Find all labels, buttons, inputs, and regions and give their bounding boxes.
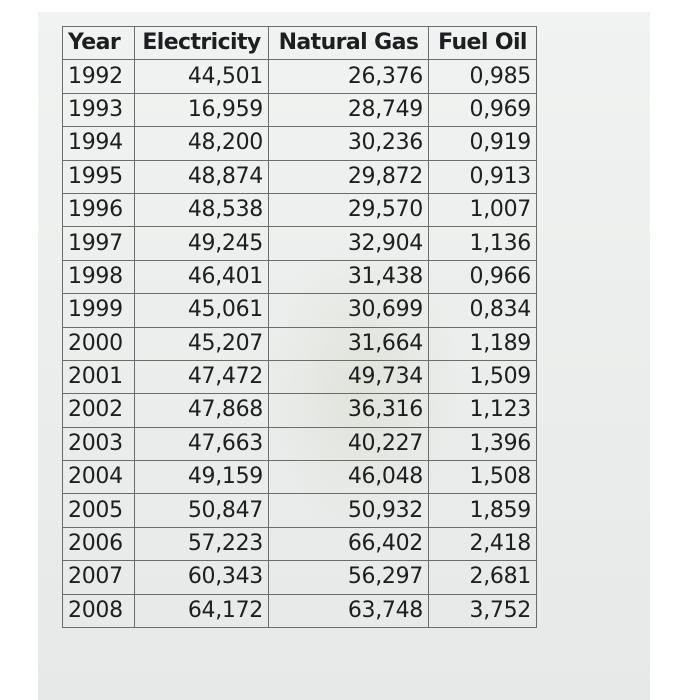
cell-natural-gas: 28,749 bbox=[268, 92, 429, 128]
cell-natural-gas: 31,438 bbox=[268, 259, 429, 295]
cell-electricity: 44,501 bbox=[134, 59, 269, 94]
cell-electricity: 47,472 bbox=[134, 359, 269, 395]
cell-year: 1992 bbox=[62, 59, 135, 94]
table-row: 1996 48,538 29,570 1,007 bbox=[62, 192, 537, 228]
cell-natural-gas: 31,664 bbox=[268, 326, 429, 361]
table-row: 1999 45,061 30,699 0,834 bbox=[62, 293, 537, 328]
cell-natural-gas: 29,570 bbox=[268, 192, 429, 228]
table-row: 2000 45,207 31,664 1,189 bbox=[62, 326, 537, 361]
table-row: 1994 48,200 30,236 0,919 bbox=[62, 126, 537, 161]
table-row: 1995 48,874 29,872 0,913 bbox=[62, 159, 537, 194]
table-header-row: Year Electricity Natural Gas Fuel Oil bbox=[62, 25, 537, 61]
energy-data-table: Year Electricity Natural Gas Fuel Oil 19… bbox=[62, 25, 537, 629]
cell-year: 1994 bbox=[62, 126, 135, 161]
cell-fuel-oil: 2,418 bbox=[428, 526, 537, 562]
table-row: 1993 16,959 28,749 0,969 bbox=[62, 92, 537, 128]
cell-year: 1997 bbox=[62, 226, 135, 261]
cell-electricity: 47,868 bbox=[134, 393, 269, 428]
cell-natural-gas: 56,297 bbox=[268, 560, 429, 595]
cell-fuel-oil: 1,859 bbox=[428, 493, 537, 528]
cell-electricity: 48,200 bbox=[134, 126, 269, 161]
cell-electricity: 48,538 bbox=[134, 192, 269, 228]
table-row: 2001 47,472 49,734 1,509 bbox=[62, 359, 537, 395]
cell-fuel-oil: 1,136 bbox=[428, 226, 537, 261]
cell-natural-gas: 30,236 bbox=[268, 126, 429, 161]
cell-fuel-oil: 0,985 bbox=[428, 59, 537, 94]
cell-natural-gas: 49,734 bbox=[268, 359, 429, 395]
cell-year: 2000 bbox=[62, 326, 135, 361]
cell-natural-gas: 40,227 bbox=[268, 426, 429, 462]
cell-electricity: 47,663 bbox=[134, 426, 269, 462]
cell-fuel-oil: 1,396 bbox=[428, 426, 537, 462]
cell-fuel-oil: 0,969 bbox=[428, 92, 537, 128]
cell-electricity: 64,172 bbox=[134, 593, 269, 629]
cell-natural-gas: 50,932 bbox=[268, 493, 429, 528]
cell-electricity: 50,847 bbox=[134, 493, 269, 528]
cell-fuel-oil: 1,123 bbox=[428, 393, 537, 428]
photo-background: Year Electricity Natural Gas Fuel Oil 19… bbox=[38, 12, 650, 700]
cell-natural-gas: 36,316 bbox=[268, 393, 429, 428]
cell-fuel-oil: 2,681 bbox=[428, 560, 537, 595]
cell-natural-gas: 63,748 bbox=[268, 593, 429, 629]
cell-electricity: 60,343 bbox=[134, 560, 269, 595]
cell-electricity: 57,223 bbox=[134, 526, 269, 562]
cell-natural-gas: 30,699 bbox=[268, 293, 429, 328]
cell-electricity: 49,245 bbox=[134, 226, 269, 261]
cell-year: 2005 bbox=[62, 493, 135, 528]
cell-fuel-oil: 1,189 bbox=[428, 326, 537, 361]
cell-electricity: 48,874 bbox=[134, 159, 269, 194]
cell-year: 1996 bbox=[62, 192, 135, 228]
table-row: 2007 60,343 56,297 2,681 bbox=[62, 560, 537, 595]
table-row: 2003 47,663 40,227 1,396 bbox=[62, 426, 537, 462]
cell-year: 1998 bbox=[62, 259, 135, 295]
header-natural-gas: Natural Gas bbox=[268, 25, 429, 61]
cell-natural-gas: 66,402 bbox=[268, 526, 429, 562]
cell-year: 2004 bbox=[62, 460, 135, 495]
cell-year: 2001 bbox=[62, 359, 135, 395]
cell-natural-gas: 29,872 bbox=[268, 159, 429, 194]
table-row: 1992 44,501 26,376 0,985 bbox=[62, 59, 537, 94]
cell-fuel-oil: 0,919 bbox=[428, 126, 537, 161]
cell-natural-gas: 26,376 bbox=[268, 59, 429, 94]
table-row: 2004 49,159 46,048 1,508 bbox=[62, 460, 537, 495]
header-year: Year bbox=[62, 25, 135, 61]
cell-fuel-oil: 3,752 bbox=[428, 593, 537, 629]
cell-fuel-oil: 1,508 bbox=[428, 460, 537, 495]
cell-fuel-oil: 0,834 bbox=[428, 293, 537, 328]
table-row: 2006 57,223 66,402 2,418 bbox=[62, 526, 537, 562]
header-electricity: Electricity bbox=[134, 25, 269, 61]
table-row: 2005 50,847 50,932 1,859 bbox=[62, 493, 537, 528]
cell-year: 1999 bbox=[62, 293, 135, 328]
header-fuel-oil: Fuel Oil bbox=[428, 25, 537, 61]
cell-year: 1995 bbox=[62, 159, 135, 194]
cell-fuel-oil: 1,007 bbox=[428, 192, 537, 228]
cell-natural-gas: 32,904 bbox=[268, 226, 429, 261]
cell-electricity: 49,159 bbox=[134, 460, 269, 495]
cell-electricity: 46,401 bbox=[134, 259, 269, 295]
table-body: 1992 44,501 26,376 0,985 1993 16,959 28,749 0,9… bbox=[62, 59, 537, 629]
table-row: 2002 47,868 36,316 1,123 bbox=[62, 393, 537, 428]
cell-year: 2006 bbox=[62, 526, 135, 562]
cell-year: 1993 bbox=[62, 92, 135, 128]
cell-electricity: 16,959 bbox=[134, 92, 269, 128]
cell-natural-gas: 46,048 bbox=[268, 460, 429, 495]
cell-year: 2007 bbox=[62, 560, 135, 595]
cell-year: 2002 bbox=[62, 393, 135, 428]
cell-electricity: 45,061 bbox=[134, 293, 269, 328]
table-row: 1998 46,401 31,438 0,966 bbox=[62, 259, 537, 295]
cell-fuel-oil: 1,509 bbox=[428, 359, 537, 395]
cell-year: 2008 bbox=[62, 593, 135, 629]
cell-year: 2003 bbox=[62, 426, 135, 462]
cell-electricity: 45,207 bbox=[134, 326, 269, 361]
table-row: 2008 64,172 63,748 3,752 bbox=[62, 593, 537, 629]
cell-fuel-oil: 0,966 bbox=[428, 259, 537, 295]
cell-fuel-oil: 0,913 bbox=[428, 159, 537, 194]
table-row: 1997 49,245 32,904 1,136 bbox=[62, 226, 537, 261]
